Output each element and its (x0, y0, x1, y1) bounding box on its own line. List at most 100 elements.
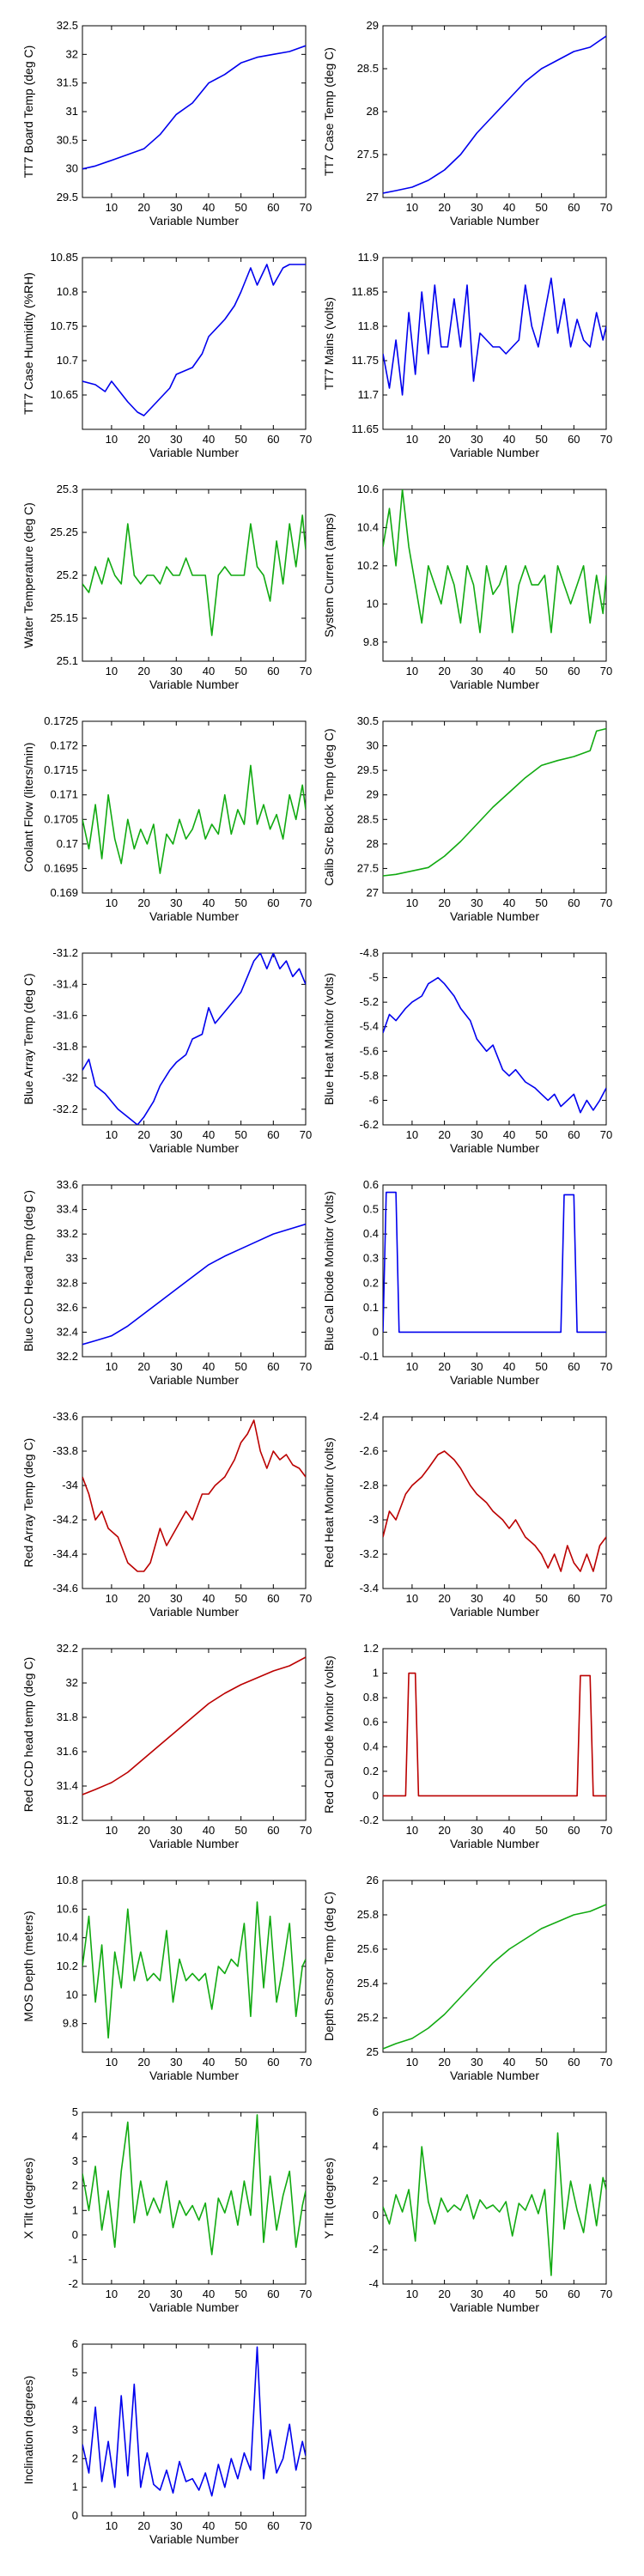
y-tick-label: 30.5 (357, 714, 379, 727)
x-axis-label: Variable Number (149, 1373, 239, 1387)
x-axis-label: Variable Number (149, 2069, 239, 2082)
series-line (82, 2114, 306, 2256)
x-tick-label: 20 (137, 1360, 149, 1373)
y-tick-label: 25.4 (357, 1977, 379, 1990)
y-tick-label: -3.4 (360, 1582, 379, 1595)
y-axis-label: Red CCD head temp (deg C) (21, 1657, 35, 1813)
x-tick-label: 20 (438, 2056, 450, 2069)
x-axis-label: Variable Number (450, 1605, 539, 1619)
plot-frame (382, 1880, 607, 2053)
y-tick-label: 30.5 (57, 133, 78, 146)
y-tick-label: -5.6 (360, 1044, 379, 1057)
y-tick-label: 10.8 (57, 1874, 78, 1886)
y-tick-label: 25.6 (357, 1942, 379, 1955)
y-tick-label: -34.4 (52, 1547, 78, 1560)
y-tick-label: -31.2 (52, 946, 78, 959)
y-tick-label: 1 (373, 1667, 379, 1680)
x-tick-label: 30 (471, 1824, 483, 1837)
y-tick-label: 25 (367, 2045, 379, 2058)
plot-frame (82, 720, 307, 894)
series-line (82, 514, 306, 636)
y-tick-label: 11.75 (351, 354, 379, 367)
x-tick-label: 20 (137, 2056, 149, 2069)
y-tick-label: -2.4 (360, 1410, 379, 1423)
y-tick-label: 0 (72, 2509, 78, 2522)
chart-panel-3: 10 20 30 40 50 60 70 11.65 11.7 11.75 11.8 11.85 11.… (322, 251, 612, 459)
series-line (383, 976, 606, 1114)
y-axis-label: Red Array Temp (deg C) (21, 1438, 35, 1568)
y-axis-label: Y Tilt (degrees) (322, 2158, 336, 2239)
x-tick-label: 30 (170, 1128, 182, 1141)
y-axis-label: MOS Depth (meters) (21, 1911, 35, 2021)
y-tick-label: -2 (368, 2243, 379, 2256)
x-axis-label: Variable Number (450, 2300, 539, 2314)
y-tick-label: 29.5 (57, 191, 78, 204)
y-tick-label: -2 (68, 2277, 78, 2290)
plot-frame (382, 1184, 607, 1358)
y-tick-label: -6.2 (360, 1118, 379, 1131)
x-tick-label: 50 (234, 1128, 246, 1141)
y-axis-label: Blue Array Temp (deg C) (21, 973, 35, 1104)
y-tick-label: -34.6 (52, 1582, 78, 1595)
x-tick-label: 70 (600, 665, 612, 677)
y-tick-label: 0.1715 (44, 763, 78, 776)
y-axis-label: Depth Sensor Temp (deg C) (322, 1892, 336, 2041)
x-tick-label: 40 (203, 896, 215, 909)
x-axis-label: Variable Number (149, 214, 239, 228)
y-tick-label: 10 (66, 1988, 78, 2001)
y-tick-label: -1 (68, 2252, 78, 2265)
y-tick-label: 10.2 (57, 1959, 78, 1972)
chart-panel-6: 10 20 30 40 50 60 70 0.169 0.1695 0.17 0.1705 0.171… (21, 714, 312, 923)
x-tick-label: 50 (535, 2287, 547, 2300)
series-line (383, 1450, 606, 1572)
x-tick-label: 10 (106, 896, 118, 909)
x-tick-label: 40 (203, 1360, 215, 1373)
y-tick-label: 28.5 (357, 62, 379, 75)
x-tick-label: 50 (234, 665, 246, 677)
y-tick-label: 0 (72, 2228, 78, 2241)
y-tick-label: 32 (66, 1676, 78, 1689)
y-tick-label: 0.1725 (44, 714, 78, 727)
y-tick-label: 28 (367, 105, 379, 118)
y-tick-label: 32.6 (57, 1301, 78, 1314)
y-tick-label: 25.25 (50, 526, 78, 538)
y-tick-label: 2 (72, 2179, 78, 2192)
series-line (383, 35, 606, 194)
x-axis-label: Variable Number (450, 1837, 539, 1850)
y-tick-label: 26 (367, 1874, 379, 1886)
y-axis-label: Blue CCD Head Temp (deg C) (21, 1190, 35, 1352)
x-tick-label: 50 (535, 1824, 547, 1837)
series-line (82, 1656, 306, 1795)
x-tick-label: 20 (137, 665, 149, 677)
x-tick-label: 60 (568, 2287, 580, 2300)
x-tick-label: 40 (203, 2056, 215, 2069)
chart-panel-11: 10 20 30 40 50 60 70 -0.1 0 0.1 0.2 0.3 0.4 0.5 0.6 Var… (322, 1178, 612, 1387)
y-tick-label: 32.5 (57, 19, 78, 32)
y-tick-label: 32 (66, 47, 78, 60)
chart-panel-8: 10 20 30 40 50 60 70 -32.2 -32 -31.8 -31.6 -31.4 -31… (21, 946, 312, 1155)
y-axis-label: Water Temperature (deg C) (21, 502, 35, 648)
y-tick-label: 0.5 (363, 1203, 379, 1216)
y-tick-label: 0.1 (363, 1301, 379, 1314)
x-tick-label: 50 (234, 896, 246, 909)
y-tick-label: 1 (72, 2203, 78, 2216)
y-tick-label: 10.8 (57, 285, 78, 298)
y-tick-label: 28 (367, 837, 379, 850)
x-tick-label: 40 (503, 1592, 515, 1605)
plot-frame (82, 2343, 307, 2517)
y-tick-label: 32.8 (57, 1276, 78, 1289)
x-tick-label: 20 (137, 1128, 149, 1141)
y-axis-label: Calib Src Block Temp (deg C) (322, 728, 336, 885)
x-tick-label: 10 (106, 2287, 118, 2300)
x-tick-label: 50 (535, 1128, 547, 1141)
x-tick-label: 30 (170, 201, 182, 214)
x-tick-label: 60 (568, 665, 580, 677)
y-axis-label: Coolant Flow (liters/min) (21, 743, 35, 872)
plot-frame (382, 1416, 607, 1589)
chart-panel-15: 10 20 30 40 50 60 70 -0.2 0 0.2 0.4 0.6 0.8 1 1.2 Varia… (322, 1642, 612, 1850)
y-tick-label: 10.6 (357, 483, 379, 495)
y-tick-label: 32.2 (57, 1350, 78, 1363)
y-tick-label: 0 (373, 2208, 379, 2221)
plot-frame (82, 1880, 307, 2053)
x-tick-label: 10 (106, 1592, 118, 1605)
